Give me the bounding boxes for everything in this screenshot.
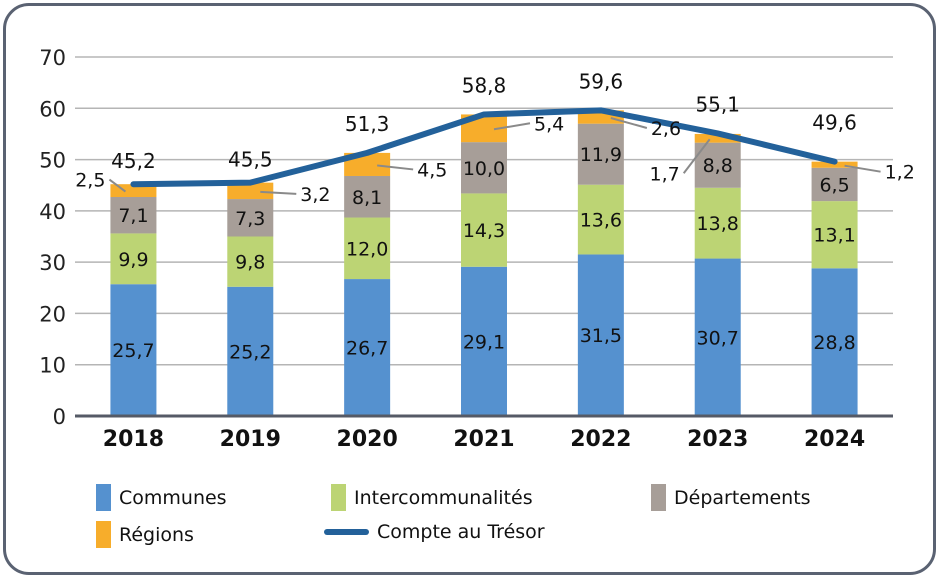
- legend-swatch-intercommunalites: [331, 484, 346, 511]
- data-label-departements: 7,1: [118, 205, 148, 227]
- data-label-intercommunalites: 9,9: [118, 249, 148, 271]
- legend-label-communes: Communes: [119, 486, 227, 509]
- bar-segment-regions: [811, 161, 858, 168]
- bar-segment-communes: [811, 268, 858, 416]
- bar-segment-intercommunalites: [344, 217, 391, 280]
- bar-segment-intercommunalites: [461, 193, 507, 267]
- data-label-intercommunalites: 14,3: [463, 220, 505, 242]
- bar-segment-departements: [344, 175, 391, 218]
- leader-line-regions: [610, 117, 648, 129]
- data-label-compte-au-tresor: 59,6: [579, 69, 624, 93]
- bar-segment-intercommunalites: [577, 184, 624, 255]
- data-label-intercommunalites: 13,1: [813, 225, 855, 247]
- legend-label-intercommunalites: Intercommunalités: [354, 486, 533, 509]
- leader-line-regions: [682, 138, 711, 174]
- x-tick-label: 2022: [570, 427, 631, 452]
- leader-line-regions: [493, 122, 531, 131]
- data-label-communes: 31,5: [580, 325, 622, 347]
- bar-segment-regions: [227, 182, 274, 200]
- data-label-departements: 8,8: [703, 155, 733, 177]
- leader-line-regions: [260, 190, 297, 195]
- data-label-intercommunalites: 9,8: [235, 252, 265, 274]
- bar-segment-communes: [694, 258, 741, 416]
- data-label-compte-au-tresor: 49,6: [812, 111, 857, 135]
- data-label-regions: 2,6: [651, 118, 681, 140]
- data-label-departements: 10,0: [463, 158, 505, 180]
- chart-frame: [3, 3, 936, 575]
- leader-line-regions: [844, 164, 881, 173]
- y-tick-label: 70: [39, 46, 66, 70]
- data-label-departements: 8,1: [352, 187, 382, 209]
- bar-segment-regions: [694, 133, 741, 143]
- y-tick-label: 60: [39, 97, 66, 121]
- bar-segment-communes: [344, 279, 391, 416]
- x-tick-label: 2019: [220, 427, 281, 452]
- x-tick-label: 2024: [804, 427, 865, 452]
- data-label-intercommunalites: 13,8: [697, 213, 739, 235]
- data-label-regions: 3,2: [300, 184, 330, 206]
- leader-line-regions: [377, 164, 414, 171]
- legend-item-communes: Communes: [96, 484, 227, 511]
- y-tick-label: 0: [53, 405, 66, 429]
- bar-segment-departements: [811, 167, 858, 202]
- bar-segment-communes: [577, 254, 624, 416]
- legend-label-compte-au-tresor: Compte au Trésor: [377, 521, 545, 543]
- bar-segment-intercommunalites: [110, 233, 157, 285]
- x-tick-label: 2018: [103, 427, 164, 452]
- y-tick-label: 50: [39, 149, 66, 173]
- data-label-intercommunalites: 13,6: [580, 210, 622, 232]
- data-label-compte-au-tresor: 45,5: [228, 148, 273, 172]
- data-label-compte-au-tresor: 58,8: [462, 73, 507, 97]
- bar-segment-intercommunalites: [227, 236, 274, 287]
- data-label-intercommunalites: 12,0: [346, 238, 388, 260]
- data-label-regions: 2,5: [75, 170, 105, 192]
- bar-segment-communes: [227, 286, 274, 416]
- legend-swatch-regions: [96, 521, 111, 548]
- legend-line-compte-au-tresor: [324, 529, 369, 535]
- data-label-departements: 6,5: [819, 174, 849, 196]
- x-tick-label: 2020: [337, 427, 398, 452]
- bar-segment-intercommunalites: [811, 201, 858, 269]
- bar-segment-departements: [227, 199, 274, 237]
- data-label-compte-au-tresor: 55,1: [695, 92, 740, 116]
- data-label-communes: 26,7: [346, 338, 388, 360]
- data-label-communes: 25,2: [229, 341, 271, 363]
- data-label-communes: 29,1: [463, 331, 505, 353]
- data-label-regions: 5,4: [534, 113, 564, 135]
- legend-item-intercommunalites: Intercommunalités: [331, 484, 533, 511]
- x-tick-label: 2021: [453, 427, 514, 452]
- data-label-regions: 4,5: [417, 159, 447, 181]
- legend-label-departements: Départements: [674, 486, 811, 509]
- y-tick-label: 40: [39, 200, 66, 224]
- bar-segment-departements: [110, 197, 157, 234]
- data-label-compte-au-tresor: 45,2: [111, 149, 156, 173]
- bar-segment-departements: [461, 142, 507, 194]
- data-label-regions: 1,2: [885, 162, 915, 184]
- legend-swatch-departements: [651, 484, 666, 511]
- legend-item-regions: Régions: [96, 521, 194, 548]
- data-label-departements: 11,9: [580, 144, 622, 166]
- data-label-communes: 28,8: [813, 332, 855, 354]
- bar-segment-communes: [110, 284, 157, 416]
- bar-segment-communes: [461, 266, 507, 416]
- leader-line-regions: [108, 178, 127, 193]
- legend-swatch-communes: [96, 484, 111, 511]
- bar-segment-regions: [110, 184, 157, 198]
- x-tick-label: 2023: [687, 427, 748, 452]
- data-label-communes: 25,7: [112, 340, 154, 362]
- legend-item-departements: Départements: [651, 484, 811, 511]
- bar-segment-intercommunalites: [694, 187, 741, 259]
- legend-label-regions: Régions: [119, 523, 194, 546]
- y-tick-label: 10: [39, 354, 66, 378]
- data-label-compte-au-tresor: 51,3: [345, 112, 390, 136]
- legend-item-compte-au-tresor: Compte au Trésor: [324, 521, 545, 543]
- data-label-regions: 1,7: [649, 163, 679, 185]
- y-tick-label: 20: [39, 302, 66, 326]
- data-label-departements: 7,3: [235, 208, 265, 230]
- bar-segment-departements: [577, 123, 624, 185]
- data-label-communes: 30,7: [697, 327, 739, 349]
- y-tick-label: 30: [39, 251, 66, 275]
